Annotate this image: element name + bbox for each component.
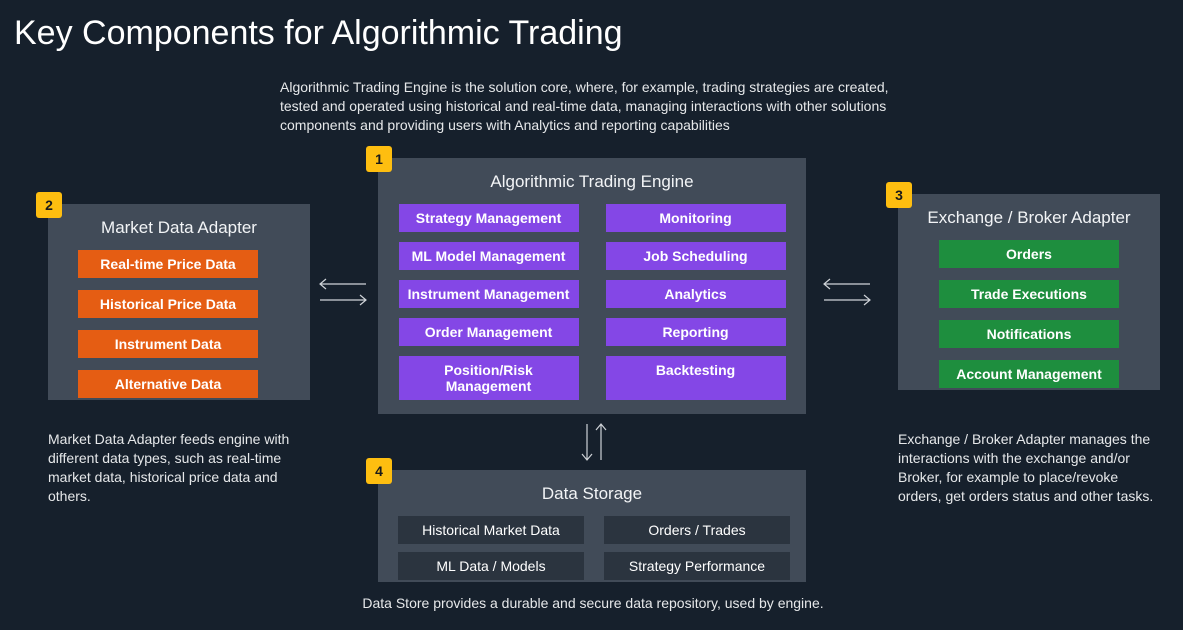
pill-reporting: Reporting xyxy=(606,318,786,346)
panel-market-data-title: Market Data Adapter xyxy=(62,218,296,238)
pill-ml-data-models: ML Data / Models xyxy=(398,552,584,580)
pill-strategy-performance: Strategy Performance xyxy=(604,552,790,580)
panel-market-data: Market Data Adapter Real-time Price Data… xyxy=(48,204,310,400)
pill-realtime-price-data: Real-time Price Data xyxy=(78,250,258,278)
badge-4: 4 xyxy=(366,458,392,484)
arrows-right-icon xyxy=(818,272,876,312)
arrows-down-icon xyxy=(574,420,614,464)
panel-engine: Algorithmic Trading Engine Strategy Mana… xyxy=(378,158,806,414)
arrows-left-icon xyxy=(314,272,372,312)
badge-2: 2 xyxy=(36,192,62,218)
pill-position-risk-management: Position/Risk Management xyxy=(399,356,579,400)
pill-monitoring: Monitoring xyxy=(606,204,786,232)
badge-1: 1 xyxy=(366,146,392,172)
pill-instrument-data: Instrument Data xyxy=(78,330,258,358)
pill-trade-executions: Trade Executions xyxy=(939,280,1119,308)
pill-account-management: Account Management xyxy=(939,360,1119,388)
panel-exchange-broker: Exchange / Broker Adapter Orders Trade E… xyxy=(898,194,1160,390)
pill-ml-model-management: ML Model Management xyxy=(399,242,579,270)
pill-analytics: Analytics xyxy=(606,280,786,308)
caption-data-storage: Data Store provides a durable and secure… xyxy=(358,594,828,613)
panel-data-storage: Data Storage Historical Market Data Orde… xyxy=(378,470,806,582)
caption-market-data: Market Data Adapter feeds engine with di… xyxy=(48,430,310,506)
badge-3: 3 xyxy=(886,182,912,208)
pill-notifications: Notifications xyxy=(939,320,1119,348)
pill-historical-market-data: Historical Market Data xyxy=(398,516,584,544)
page-title: Key Components for Algorithmic Trading xyxy=(14,14,623,53)
panel-engine-title: Algorithmic Trading Engine xyxy=(392,172,792,192)
panel-exchange-broker-title: Exchange / Broker Adapter xyxy=(912,208,1146,228)
intro-text: Algorithmic Trading Engine is the soluti… xyxy=(280,78,900,135)
pill-strategy-management: Strategy Management xyxy=(399,204,579,232)
pill-alternative-data: Alternative Data xyxy=(78,370,258,398)
pill-historical-price-data: Historical Price Data xyxy=(78,290,258,318)
panel-data-storage-title: Data Storage xyxy=(392,484,792,504)
pill-backtesting: Backtesting xyxy=(606,356,786,400)
pill-orders-trades: Orders / Trades xyxy=(604,516,790,544)
caption-exchange-broker: Exchange / Broker Adapter manages the in… xyxy=(898,430,1160,506)
pill-orders: Orders xyxy=(939,240,1119,268)
pill-job-scheduling: Job Scheduling xyxy=(606,242,786,270)
pill-instrument-management: Instrument Management xyxy=(399,280,579,308)
pill-order-management: Order Management xyxy=(399,318,579,346)
